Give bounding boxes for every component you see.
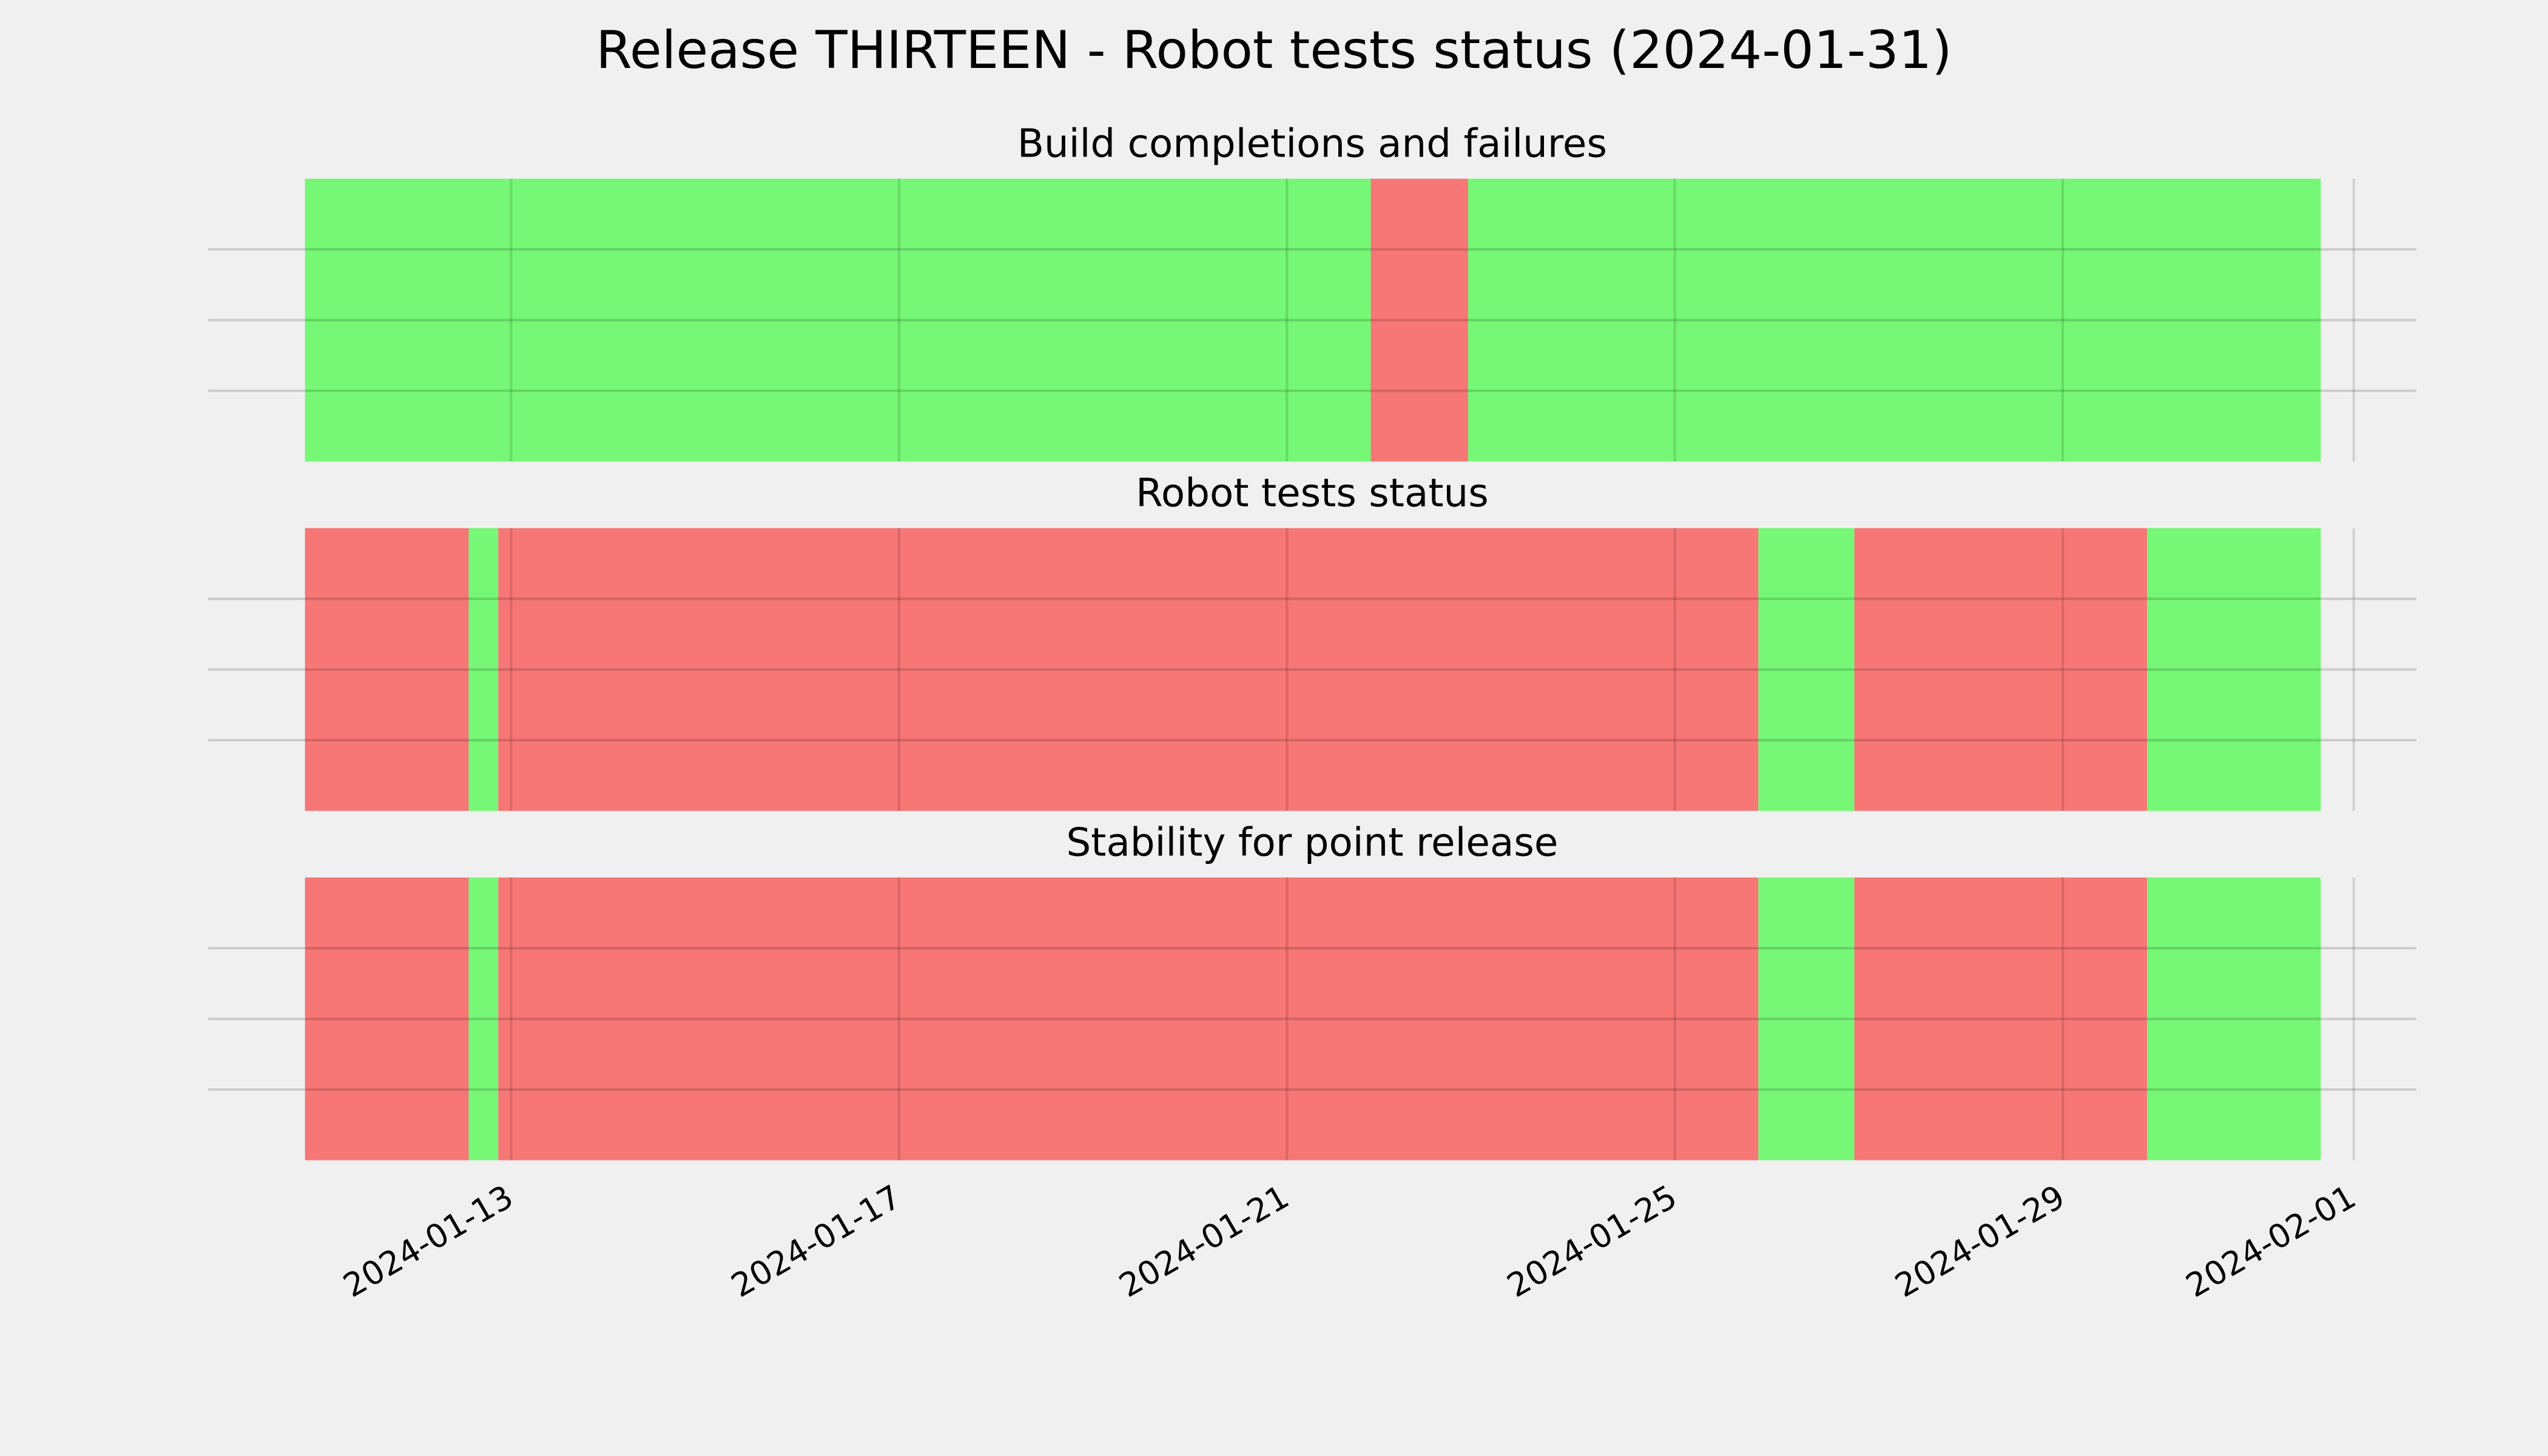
status-segment xyxy=(468,528,499,811)
status-segment xyxy=(305,528,469,811)
status-segment xyxy=(1854,877,2147,1161)
chart-title: Release THIRTEEN - Robot tests status (2… xyxy=(596,20,1952,81)
status-segment xyxy=(305,877,469,1161)
status-segment xyxy=(1758,877,1855,1161)
panel-title: Build completions and failures xyxy=(1017,121,1607,167)
status-segment xyxy=(468,877,499,1161)
panel-title: Robot tests status xyxy=(1136,471,1489,516)
status-segment xyxy=(498,528,1759,811)
status-segment xyxy=(1854,528,2147,811)
status-segment xyxy=(2146,877,2321,1161)
status-segment xyxy=(2146,528,2321,811)
panel-title: Stability for point release xyxy=(1067,820,1559,865)
status-segment xyxy=(498,877,1759,1161)
status-segment xyxy=(1370,178,1468,462)
status-segment xyxy=(1758,528,1855,811)
status-segment xyxy=(1468,178,2321,462)
status-segment xyxy=(305,178,1371,462)
